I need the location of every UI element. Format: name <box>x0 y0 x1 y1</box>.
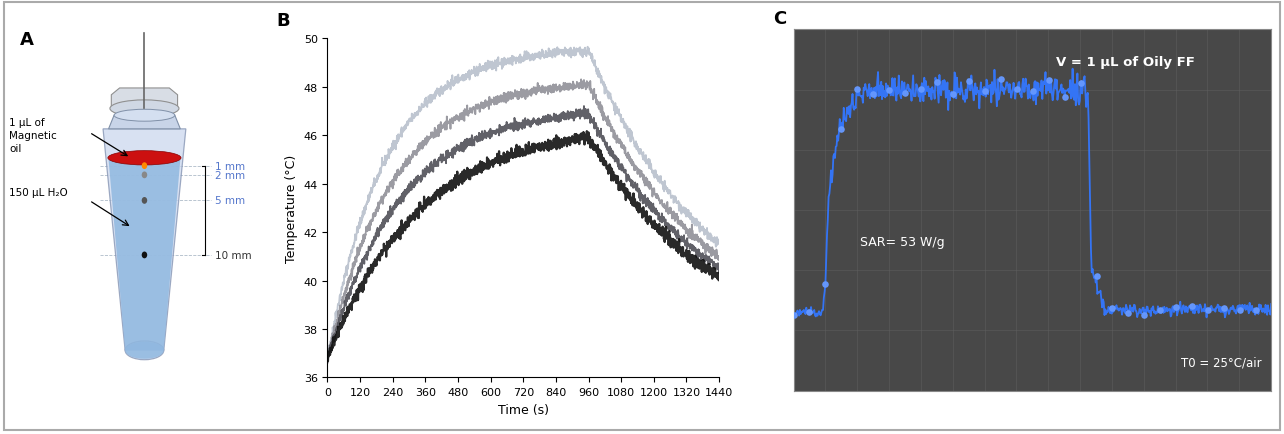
Point <box>1086 273 1107 279</box>
Point <box>1039 78 1059 85</box>
X-axis label: Time (s): Time (s) <box>498 403 548 416</box>
Point <box>1198 307 1219 314</box>
Text: SAR= 53 W/g: SAR= 53 W/g <box>860 236 945 249</box>
Ellipse shape <box>108 151 181 166</box>
Point <box>927 80 948 87</box>
Text: 1 µL of
Magnetic
oil: 1 µL of Magnetic oil <box>9 118 56 154</box>
Point <box>910 86 931 93</box>
Point <box>959 78 980 85</box>
Circle shape <box>141 252 148 259</box>
Ellipse shape <box>114 110 175 122</box>
Circle shape <box>141 197 148 204</box>
Y-axis label: Temperatre (°C): Temperatre (°C) <box>745 161 758 260</box>
Point <box>863 91 883 98</box>
Text: 150 µL H₂O: 150 µL H₂O <box>9 187 68 197</box>
Point <box>975 89 995 95</box>
Point <box>1230 307 1251 314</box>
Point <box>1022 89 1043 95</box>
Ellipse shape <box>110 101 178 118</box>
Text: 10 mm: 10 mm <box>214 250 252 260</box>
Text: V = 1 μL of Oily FF: V = 1 μL of Oily FF <box>1057 56 1195 69</box>
Point <box>1118 309 1139 316</box>
Point <box>815 281 836 288</box>
Point <box>1071 80 1091 87</box>
Circle shape <box>141 163 148 170</box>
Point <box>799 309 819 316</box>
Point <box>783 312 804 319</box>
Point <box>942 91 963 98</box>
Point <box>895 91 915 98</box>
Point <box>1007 86 1027 93</box>
Circle shape <box>141 172 148 179</box>
Ellipse shape <box>125 342 164 359</box>
Point <box>831 126 851 133</box>
X-axis label: Time (s): Time (s) <box>1007 416 1058 429</box>
Point <box>1245 307 1266 314</box>
Point <box>1102 305 1122 312</box>
Ellipse shape <box>125 341 164 360</box>
Point <box>1150 307 1171 314</box>
Text: B: B <box>276 12 290 30</box>
Text: 2 mm: 2 mm <box>214 171 245 181</box>
Point <box>1054 94 1075 101</box>
Point <box>880 88 900 95</box>
Polygon shape <box>109 160 180 351</box>
Point <box>847 86 868 93</box>
Y-axis label: Temperature (°C): Temperature (°C) <box>285 155 298 262</box>
Polygon shape <box>103 130 186 351</box>
Text: C: C <box>773 10 786 28</box>
Text: T0 = 25°C/air: T0 = 25°C/air <box>1181 356 1262 369</box>
Text: A: A <box>21 31 35 49</box>
Text: 5 mm: 5 mm <box>214 196 245 206</box>
Polygon shape <box>112 89 177 109</box>
Point <box>1213 305 1234 312</box>
Point <box>1134 312 1154 319</box>
Point <box>1166 304 1186 311</box>
Text: 1 mm: 1 mm <box>214 161 245 171</box>
Point <box>1183 302 1203 309</box>
Point <box>990 76 1011 83</box>
Polygon shape <box>109 116 180 130</box>
